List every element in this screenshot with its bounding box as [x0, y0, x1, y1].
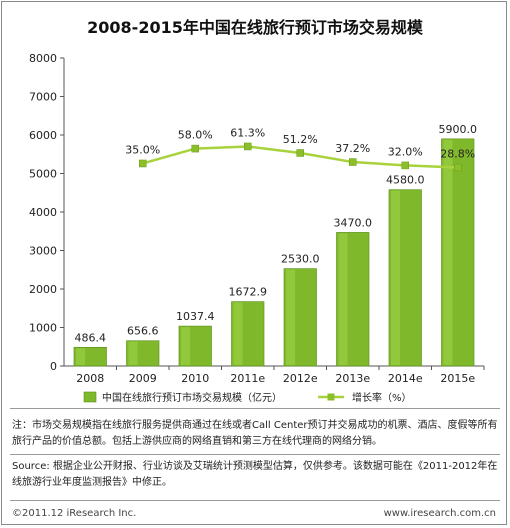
website: www.iresearch.com.cn — [383, 508, 496, 519]
y-tick-label: 7000 — [29, 91, 57, 104]
divider — [10, 408, 500, 409]
bar-value-label: 1037.4 — [176, 310, 215, 323]
bar-highlight — [390, 190, 401, 365]
bar-highlight — [443, 139, 453, 365]
chart-svg: 0 1000 2000 3000 4000 5000 6000 7000 8000 486.4 20… — [29, 52, 485, 404]
bar-value-label: 486.4 — [75, 331, 107, 344]
y-tick-label: 4000 — [29, 206, 57, 219]
growth-value-label: 51.2% — [283, 133, 318, 146]
bar-value-label: 5900.0 — [439, 123, 478, 136]
growth-marker — [139, 159, 147, 168]
x-tick-label: 2010 — [181, 372, 209, 385]
growth-marker — [401, 161, 409, 170]
x-tick-label: 2015e — [440, 372, 475, 385]
x-tick-label: 2013e — [335, 372, 370, 385]
growth-marker — [296, 149, 304, 157]
y-tick-label: 5000 — [29, 168, 57, 181]
divider — [10, 454, 500, 455]
y-tick-label: 8000 — [29, 52, 57, 65]
growth-value-label: 61.3% — [230, 126, 265, 139]
growth-value-label: 58.0% — [178, 129, 213, 142]
x-tick-label: 2008 — [76, 372, 104, 385]
chart-title: 2008-2015年中国在线旅行预订市场交易规模 — [87, 18, 423, 37]
bar-value-label: 1672.9 — [229, 286, 268, 299]
legend-line-label: 增长率（%） — [352, 391, 412, 404]
copyright: ©2011.12 iResearch Inc. — [12, 508, 137, 519]
growth-value-label: 37.2% — [335, 142, 370, 155]
bar-value-label: 3470.0 — [334, 216, 373, 229]
growth-value-label: 32.0% — [388, 145, 423, 158]
growth-marker — [454, 163, 462, 172]
growth-value-label: 35.0% — [125, 143, 160, 156]
source-note: Source: 根据企业公开财报、行业访谈及艾瑞统计预测模型估算，仅供参考。该数… — [12, 461, 498, 488]
bar-highlight — [338, 233, 348, 365]
growth-marker — [349, 158, 357, 166]
divider — [10, 500, 500, 501]
bar-highlight — [233, 302, 243, 365]
y-tick-label: 0 — [50, 360, 57, 373]
bar-highlight — [128, 341, 138, 365]
y-tick-label: 1000 — [29, 322, 57, 335]
y-tick-label: 2000 — [29, 283, 57, 296]
x-tick-label: 2014e — [388, 372, 423, 385]
bar-highlight — [285, 269, 296, 365]
bar-highlight — [180, 327, 191, 365]
bar-value-label: 656.6 — [127, 325, 159, 338]
definition-note: 注：市场交易规模指在线旅行服务提供商通过在线或者Call Center预订并交易… — [12, 420, 498, 447]
bar-value-label: 4580.0 — [386, 174, 425, 187]
legend-bar-label: 中国在线旅行预订市场交易规模（亿元） — [102, 391, 282, 404]
bar-highlight — [75, 348, 86, 365]
x-tick-label: 2009 — [129, 372, 157, 385]
growth-marker — [244, 142, 252, 151]
x-tick-label: 2011e — [230, 372, 265, 385]
y-tick-label: 6000 — [29, 129, 57, 142]
growth-marker — [191, 144, 199, 153]
legend-line-marker — [327, 393, 335, 401]
bar-value-label: 2530.0 — [281, 253, 320, 266]
legend-bar-swatch — [83, 391, 97, 403]
y-tick-label: 3000 — [29, 245, 57, 258]
x-tick-label: 2012e — [283, 372, 318, 385]
growth-value-label: 28.8% — [440, 147, 475, 160]
